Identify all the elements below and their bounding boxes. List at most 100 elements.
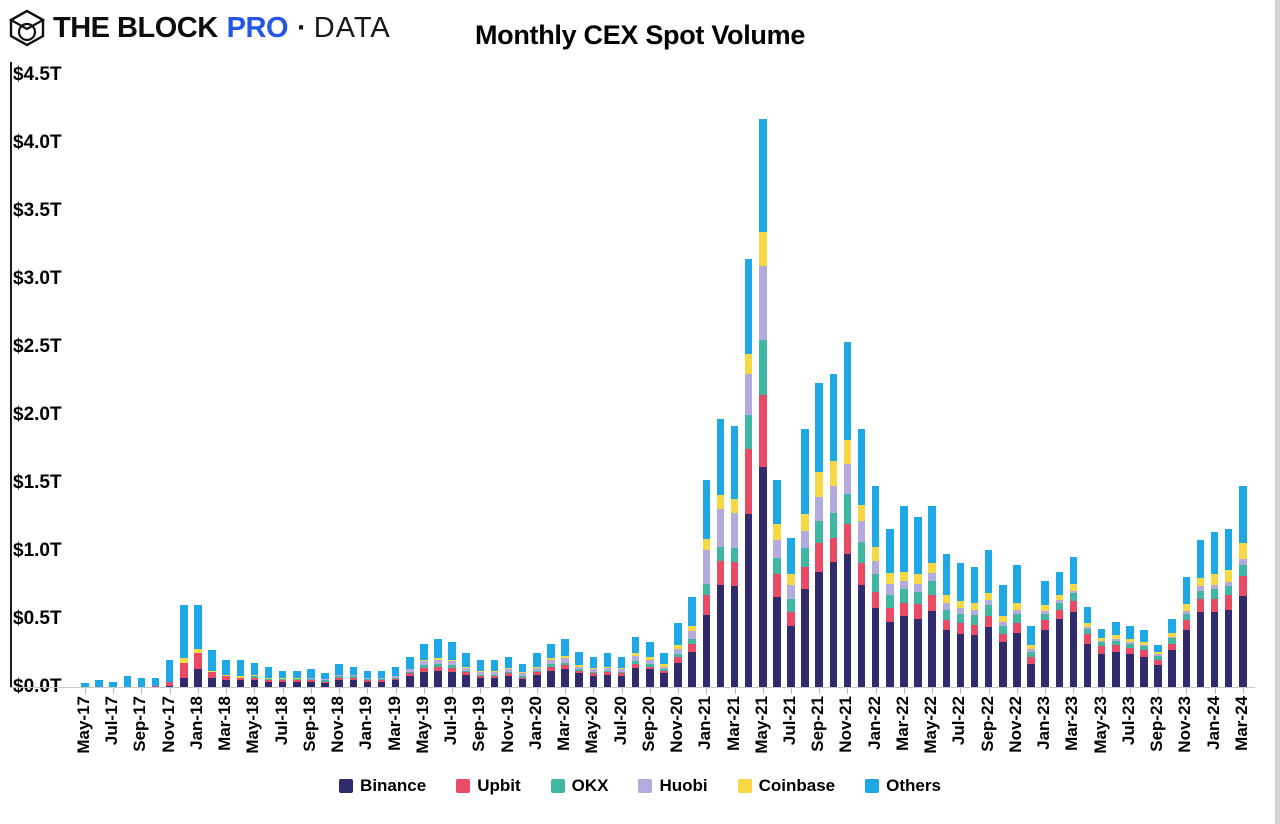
bar-segment-upbit (646, 666, 654, 670)
bar-Aug-19 (462, 653, 470, 687)
bar-segment-coinbase (420, 659, 428, 662)
bar-segment-binance (1027, 663, 1035, 687)
bar-segment-upbit (702, 594, 711, 615)
bar-segment-binance (462, 674, 470, 687)
x-tick (847, 688, 849, 694)
bar-segment-coinbase (674, 644, 682, 649)
bar-segment-upbit (984, 616, 993, 628)
bar-segment-others (589, 657, 598, 668)
bar-segment-okx (575, 669, 583, 671)
x-tick (254, 688, 256, 694)
x-tick-label: May-22 (921, 696, 941, 754)
bar-Oct-18 (321, 673, 329, 687)
bar-segment-huobi (956, 608, 965, 614)
bar-Sep-19 (476, 659, 485, 687)
bar-segment-others (900, 506, 908, 572)
bar-segment-okx (900, 589, 908, 603)
bar-segment-upbit (321, 681, 329, 683)
bar-segment-binance (349, 680, 358, 687)
bar-segment-others (631, 636, 640, 654)
x-tick-label: Sep-20 (638, 696, 658, 752)
bar-segment-binance (617, 676, 626, 687)
bar-May-21 (759, 118, 767, 687)
bar-segment-coinbase (716, 495, 725, 509)
bar-segment-huobi (730, 513, 739, 549)
bar-segment-binance (1224, 609, 1233, 687)
bar-segment-coinbase (1154, 651, 1162, 655)
bar-segment-coinbase (603, 666, 612, 668)
x-tick (508, 688, 510, 694)
bar-segment-coinbase (208, 670, 216, 673)
bar-Jun-18 (264, 666, 273, 687)
bar-segment-binance (589, 676, 598, 687)
bar-segment-upbit (1140, 650, 1148, 658)
legend-label: Others (886, 776, 941, 795)
bar-segment-binance (575, 673, 583, 687)
bar-segment-others (151, 677, 160, 686)
bar-segment-coinbase (646, 657, 654, 660)
x-tick-label: Jan-21 (695, 696, 715, 750)
bar-segment-binance (406, 676, 414, 687)
bar-Nov-18 (335, 663, 343, 687)
bar-segment-huobi (504, 669, 513, 673)
bar-segment-huobi (631, 655, 640, 662)
bar-Jul-19 (448, 642, 456, 687)
bar-segment-coinbase (448, 659, 456, 662)
bar-segment-binance (829, 561, 838, 687)
bar-segment-coinbase (914, 574, 922, 584)
right-edge-strip (1275, 0, 1280, 824)
bar-segment-coinbase (236, 676, 245, 678)
bar-segment-binance (518, 678, 527, 687)
x-tick (565, 688, 567, 694)
bar-segment-okx (1126, 643, 1134, 648)
bar-Mar-23 (1069, 556, 1078, 687)
bar-segment-binance (1055, 619, 1064, 687)
bar-segment-huobi (1140, 644, 1148, 647)
bar-segment-upbit (829, 537, 838, 562)
x-tick (791, 688, 792, 694)
brand-name: THE BLOCK (53, 11, 218, 44)
bar-segment-binance (857, 585, 866, 687)
legend-item-binance: Binance (339, 776, 426, 796)
bar-segment-huobi (999, 621, 1007, 626)
bar-segment-binance (716, 585, 725, 687)
bar-Nov-17 (165, 659, 174, 687)
x-tick-label: Jul-22 (949, 696, 969, 746)
bar-segment-okx (377, 678, 386, 681)
bar-segment-upbit (1196, 598, 1205, 613)
bar-segment-coinbase (264, 677, 273, 679)
bar-segment-others (504, 657, 513, 668)
bar-segment-upbit (1083, 634, 1092, 644)
bar-segment-coinbase (222, 674, 230, 677)
bar-Dec-20 (688, 597, 696, 687)
bar-segment-binance (1041, 629, 1049, 687)
bar-segment-binance (1168, 650, 1176, 687)
bar-segment-okx (603, 670, 612, 673)
bar-segment-okx (1168, 638, 1176, 644)
bar-segment-binance (646, 669, 654, 687)
bar-segment-binance (165, 685, 174, 687)
bar-Feb-24 (1224, 529, 1233, 687)
bar-segment-upbit (674, 657, 682, 663)
bar-segment-others (222, 659, 230, 675)
bar-Feb-22 (886, 529, 894, 687)
bar-segment-huobi (575, 666, 583, 670)
bar-segment-binance (787, 625, 795, 687)
bar-segment-others (462, 653, 470, 667)
bar-segment-huobi (970, 609, 979, 615)
y-tick-label: $4.0T (13, 132, 62, 154)
bar-segment-others (194, 605, 202, 649)
x-tick-label: Jul-23 (1118, 696, 1138, 746)
bar-Jan-24 (1210, 532, 1219, 687)
bar-segment-huobi (349, 674, 358, 677)
bar-Mar-21 (730, 426, 739, 687)
bar-segment-binance (1210, 612, 1219, 687)
bar-segment-huobi (420, 661, 428, 666)
bar-segment-upbit (631, 663, 640, 668)
bar-segment-binance (970, 635, 979, 687)
bar-segment-huobi (589, 669, 598, 673)
legend-label: Coinbase (758, 776, 836, 795)
x-tick-label: Sep-18 (299, 696, 319, 752)
legend-swatch-okx (550, 779, 565, 793)
bar-segment-okx (1239, 564, 1247, 576)
